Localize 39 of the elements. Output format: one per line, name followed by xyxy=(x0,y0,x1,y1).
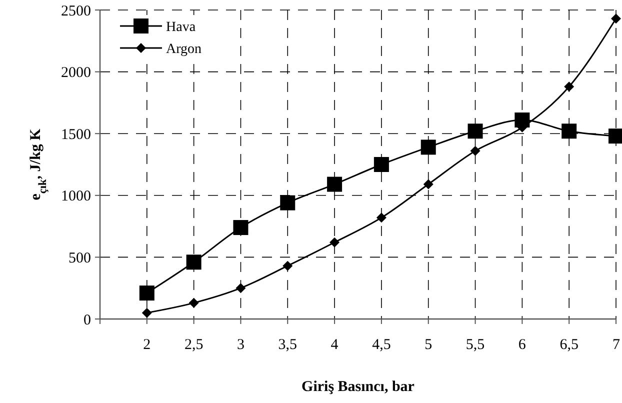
legend-label: Hava xyxy=(166,20,196,35)
point xyxy=(376,212,386,223)
point xyxy=(468,124,483,139)
point xyxy=(233,220,248,236)
point xyxy=(330,237,340,248)
x-tick-label: 5 xyxy=(424,337,432,353)
x-axis-title: Giriş Basıncı, bar xyxy=(302,379,415,395)
point xyxy=(562,124,577,139)
x-tick-label: 2 xyxy=(143,337,151,353)
point xyxy=(374,157,389,172)
point xyxy=(282,260,293,271)
y-tick-label: 0 xyxy=(84,312,91,328)
point xyxy=(470,146,480,156)
point xyxy=(611,14,621,24)
y-tick-label: 2000 xyxy=(61,65,91,82)
point xyxy=(280,195,296,210)
x-tick-label: 7 xyxy=(612,337,620,353)
x-tick-label: 2,5 xyxy=(184,337,204,353)
point xyxy=(139,286,154,301)
point xyxy=(327,176,342,192)
x-tick-label: 5,5 xyxy=(466,337,485,353)
point xyxy=(188,298,199,308)
x-tick-label: 6,5 xyxy=(560,337,578,353)
point xyxy=(142,308,152,318)
point xyxy=(420,140,436,155)
point xyxy=(186,254,202,270)
x-tick-label: 3,5 xyxy=(278,337,298,353)
point xyxy=(564,82,574,92)
x-tick-label: 6 xyxy=(518,337,526,353)
y-tick-label: 1500 xyxy=(61,126,91,143)
legend-label: Argon xyxy=(166,42,202,57)
y-tick-label: 2500 xyxy=(61,3,91,20)
x-tick-label: 4,5 xyxy=(372,337,391,353)
x-tick-label: 4 xyxy=(330,337,339,353)
x-tick-label: 3 xyxy=(236,337,244,353)
point xyxy=(236,283,246,294)
y-tick-label: 1000 xyxy=(61,188,91,205)
point xyxy=(423,179,434,190)
y-tick-label: 500 xyxy=(68,250,91,266)
